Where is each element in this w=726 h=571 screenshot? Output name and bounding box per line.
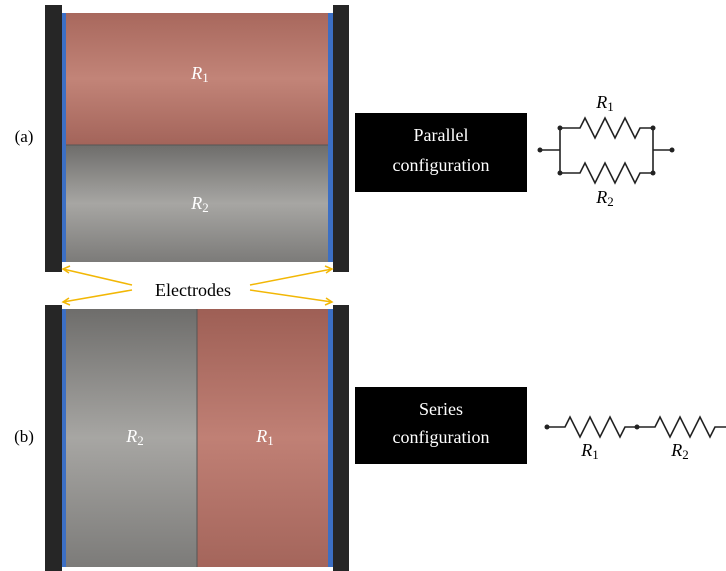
series-circuit: [547, 415, 726, 439]
material-region: [66, 145, 328, 262]
material-region: [66, 309, 197, 567]
circuit-nodes: [537, 125, 675, 176]
electrode-contact: [328, 309, 333, 567]
circuit-nodes: [544, 424, 640, 430]
electrode-contact: [62, 13, 66, 262]
config-box: [355, 387, 527, 464]
electrodes-label: Electrodes: [155, 280, 231, 300]
electrode: [45, 305, 62, 571]
electrode-contact: [328, 13, 333, 262]
config-text: configuration: [393, 427, 490, 447]
panel-a: R1 R2 (a) Parallel configuration R1 R2: [15, 5, 675, 272]
electrode-contact: [62, 309, 66, 567]
region-label: R1: [190, 63, 208, 85]
parallel-circuit: [540, 116, 672, 185]
resistor-label: R1: [580, 440, 598, 462]
config-box: [355, 113, 527, 192]
resistor-label: R1: [595, 92, 613, 114]
resistor-label: R2: [595, 187, 613, 209]
resistor-label: R2: [670, 440, 688, 462]
region-label: R2: [190, 193, 208, 215]
electrodes-callout: Electrodes: [61, 265, 334, 306]
panel-label: (a): [15, 127, 34, 146]
electrode: [333, 305, 349, 571]
panel-b: R2 R1 (b) Series configuration R1 R2: [14, 305, 726, 571]
material-region: [66, 13, 328, 145]
config-text: configuration: [393, 155, 490, 175]
region-label: R2: [125, 426, 143, 448]
config-text: Series: [419, 399, 463, 419]
electrode: [45, 5, 62, 272]
panel-label: (b): [14, 427, 34, 446]
region-label: R1: [255, 426, 273, 448]
config-text: Parallel: [414, 125, 469, 145]
electrode: [333, 5, 349, 272]
material-region: [197, 309, 328, 567]
